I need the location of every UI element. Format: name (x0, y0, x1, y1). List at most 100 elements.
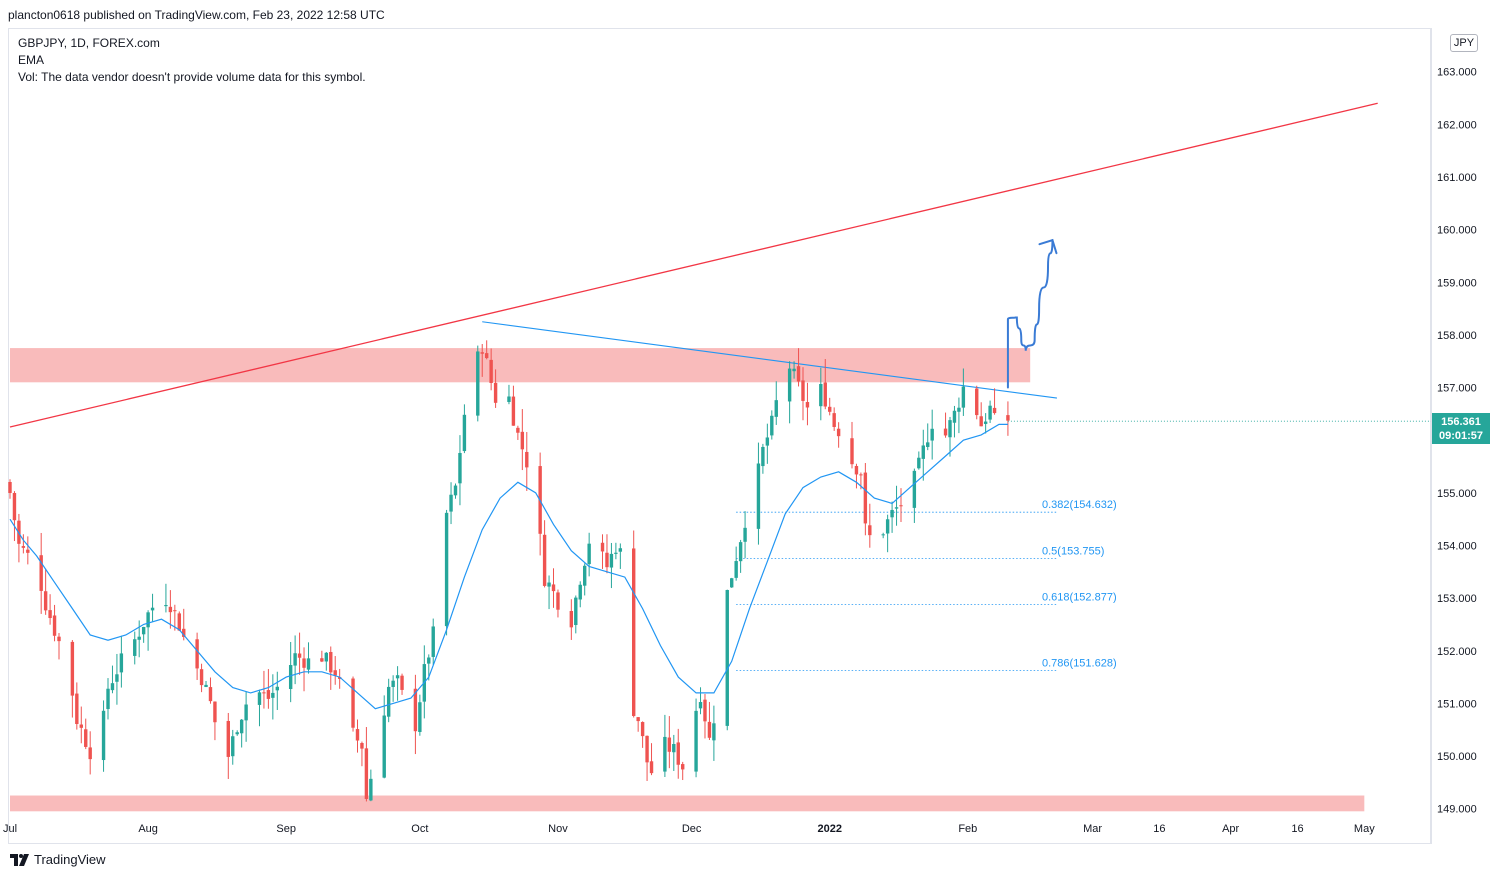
candle-body (271, 692, 275, 698)
tradingview-icon (10, 853, 29, 866)
candle-body (551, 584, 556, 592)
x-tick-label: Aug (138, 823, 158, 835)
candle-body (681, 764, 685, 770)
projection-path (1006, 239, 1054, 389)
candle-body (516, 427, 520, 433)
candle-body (511, 396, 516, 426)
y-tick-label: 159.000 (1437, 277, 1477, 289)
candle-body (756, 463, 761, 529)
resistance-zone (10, 348, 1031, 383)
y-tick-label: 162.000 (1437, 119, 1477, 131)
candle-body (796, 366, 801, 382)
candle-body (8, 481, 12, 494)
publisher-header: plancton0618 published on TradingView.co… (8, 8, 385, 22)
candle-body (476, 351, 480, 416)
symbol-label[interactable]: GBPJPY, 1D, FOREX.com (18, 36, 160, 50)
x-tick-label: Jul (3, 823, 17, 835)
candle-body (150, 607, 155, 611)
candle-body (738, 542, 743, 562)
candle-body (43, 591, 48, 611)
candle-body (832, 413, 836, 427)
candle-body (293, 653, 297, 666)
candle-body (899, 505, 903, 507)
candle-body (88, 747, 92, 760)
candle-body (983, 421, 988, 424)
candle-body (79, 724, 83, 728)
fib-level-label: 0.786(151.628) (1042, 657, 1117, 669)
candle-body (262, 692, 266, 694)
candle-body (84, 729, 88, 747)
candle-body (26, 549, 30, 553)
candle-body (70, 641, 75, 696)
candle-body (213, 701, 217, 723)
candle-body (614, 552, 618, 554)
currency-button[interactable]: JPY (1450, 34, 1478, 52)
candle-body (836, 428, 841, 437)
candle-body (427, 657, 431, 664)
x-tick-label: Feb (958, 823, 977, 835)
candle-body (663, 736, 667, 772)
candle-body (921, 445, 925, 459)
candle-body (101, 710, 106, 761)
candle-body (609, 553, 614, 568)
candle-body (805, 402, 810, 408)
candle-body (21, 546, 26, 548)
candle-body (266, 690, 271, 699)
candle-body (725, 590, 729, 726)
candle-body (231, 736, 235, 757)
candle-body (556, 592, 560, 610)
candle-body (133, 639, 137, 656)
candle-body (235, 732, 239, 735)
candle-body (320, 658, 324, 662)
candle-body (881, 534, 885, 536)
vol-label[interactable]: Vol: The data vendor doesn't provide vol… (18, 70, 366, 84)
tradingview-logo[interactable]: TradingView (10, 852, 106, 867)
x-tick-label: Sep (276, 823, 296, 835)
descending-trendline (482, 321, 1057, 399)
candle-body (587, 543, 591, 565)
candle-body (574, 597, 578, 626)
candle-body (480, 352, 484, 354)
candle-body (520, 431, 525, 450)
candle-body (894, 507, 899, 509)
candle-body (578, 584, 582, 600)
candle-body (418, 702, 422, 732)
projection-arrowhead (1038, 238, 1058, 255)
candle-body (926, 442, 930, 447)
ema-label[interactable]: EMA (18, 53, 45, 67)
candle-body (743, 527, 747, 542)
candle-body (489, 359, 493, 383)
candle-body (413, 688, 418, 732)
candle-body (988, 405, 992, 420)
candle-body (48, 610, 52, 619)
candle-body (1006, 415, 1010, 421)
candle-body (948, 420, 952, 438)
candle-body (957, 407, 961, 412)
ascending-trendline (9, 102, 1378, 428)
x-tick-label: 16 (1153, 823, 1165, 835)
candle-body (632, 548, 636, 716)
ema-line (9, 423, 1008, 710)
candle-body (801, 380, 805, 401)
candle-body (828, 406, 832, 412)
candle-body (774, 400, 778, 417)
x-tick-label: 16 (1291, 823, 1303, 835)
candle-body (333, 670, 337, 676)
x-tick-label: Oct (411, 823, 428, 835)
candle-body (943, 428, 948, 436)
candle-body (458, 452, 462, 484)
candle-body (106, 688, 110, 710)
y-tick-label: 157.000 (1437, 383, 1477, 395)
candle-body (761, 446, 765, 467)
chart-legend: GBPJPY, 1D, FOREX.com EMA Vol: The data … (18, 35, 366, 86)
candle-body (649, 761, 654, 774)
candle-body (618, 548, 623, 552)
candle-body (868, 525, 872, 536)
candle-body (391, 680, 395, 687)
candle-body (395, 675, 400, 679)
last-price-value: 156.361 (1441, 416, 1481, 428)
y-tick-label: 160.000 (1437, 225, 1477, 237)
candle-body (275, 686, 279, 691)
candle-body (288, 665, 293, 690)
